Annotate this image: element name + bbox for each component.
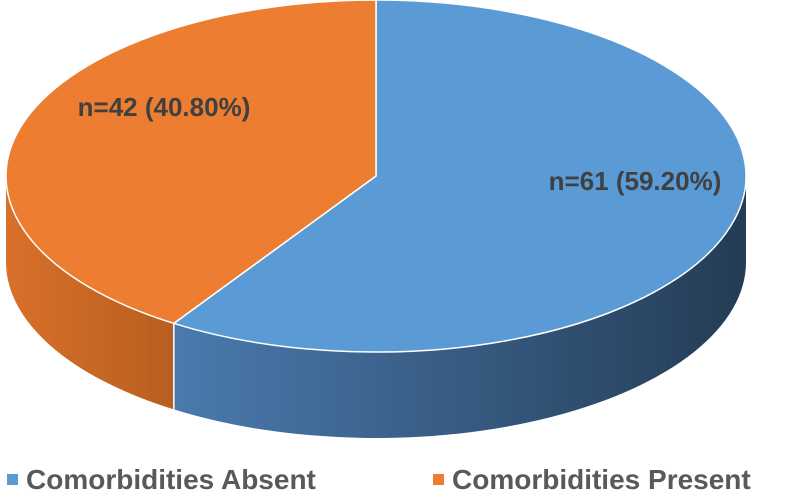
- legend-item-absent: Comorbidities Absent: [7, 463, 316, 496]
- pie-slice-absent: [173, 0, 747, 353]
- pie-side-absent: [173, 176, 746, 439]
- pie-tops: [5, 0, 747, 353]
- slice-label-present: n=42 (40.80%): [78, 92, 251, 122]
- legend-label-present: Comorbidities Present: [452, 464, 751, 495]
- legend-swatch-present: [433, 474, 444, 485]
- legend-label-absent: Comorbidities Absent: [26, 464, 316, 495]
- pie-labels: n=61 (59.20%) n=42 (40.80%): [78, 92, 722, 196]
- legend: Comorbidities Absent Comorbidities Prese…: [0, 463, 790, 496]
- legend-item-present: Comorbidities Present: [433, 463, 751, 496]
- pie-side-present: [6, 176, 174, 410]
- legend-swatch-absent: [7, 474, 18, 485]
- pie-sides: [6, 176, 746, 439]
- slice-label-absent: n=61 (59.20%): [549, 166, 722, 196]
- pie-slice-present: [5, 0, 377, 325]
